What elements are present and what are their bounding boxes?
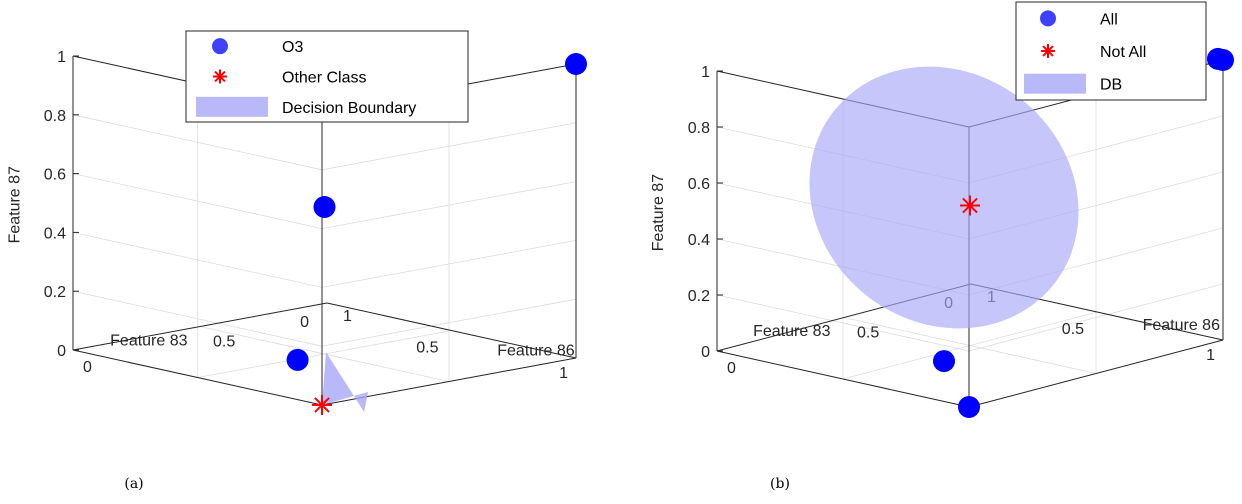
legend-marker-asterisk bbox=[213, 69, 227, 84]
y-tick-label: 0.5 bbox=[213, 334, 235, 351]
legend-marker-patch bbox=[196, 96, 268, 117]
back-right-floor-edge bbox=[968, 339, 1224, 408]
gridline-y bbox=[199, 326, 450, 382]
decision-boundary bbox=[809, 66, 1079, 329]
legend-marker-circle bbox=[1040, 10, 1056, 27]
data-point-asterisk bbox=[312, 395, 332, 415]
data-point bbox=[313, 196, 336, 218]
legend-marker-asterisk bbox=[1041, 44, 1055, 58]
legend-marker-circle bbox=[212, 38, 228, 55]
z-tick-label: 0.4 bbox=[688, 232, 710, 249]
x-tick-label: 1 bbox=[559, 365, 568, 382]
y-tick-label: 1 bbox=[343, 308, 352, 325]
data-point bbox=[933, 350, 955, 373]
legend-label: DB bbox=[1100, 77, 1122, 94]
legend-label: Decision Boundary bbox=[282, 100, 416, 117]
y-axis-front bbox=[326, 302, 577, 359]
data-point bbox=[286, 348, 309, 371]
z-tick-label: 0.6 bbox=[44, 167, 66, 184]
legend-label: Not All bbox=[1100, 44, 1146, 61]
x-tick-label: 0.5 bbox=[416, 340, 438, 357]
subfigure-caption: (b) bbox=[770, 476, 790, 492]
z-axis-label: Feature 87 bbox=[7, 166, 24, 243]
y-axis-label: Feature 83 bbox=[110, 332, 187, 349]
x-axis-label: Feature 86 bbox=[497, 342, 574, 359]
z-tick-label: 1 bbox=[701, 64, 710, 81]
subfigure-caption: (a) bbox=[124, 476, 143, 492]
x-axis-label: Feature 86 bbox=[1143, 317, 1220, 334]
data-point-asterisk bbox=[960, 195, 980, 216]
x-tick-label: 0.5 bbox=[1062, 321, 1084, 338]
legend: O3 Other Class Decision Boundary bbox=[185, 30, 469, 123]
y-axis-label: Feature 83 bbox=[753, 323, 830, 340]
data-point bbox=[1206, 47, 1229, 70]
z-tick-label: 0.6 bbox=[688, 176, 710, 193]
z-tick-label: 0 bbox=[701, 344, 710, 361]
decision-boundary bbox=[322, 352, 369, 412]
z-tick-label: 0.2 bbox=[44, 284, 66, 301]
data-point bbox=[565, 53, 587, 75]
back-left-floor-edge bbox=[716, 350, 970, 408]
legend-label: Other Class bbox=[282, 70, 366, 87]
z-tick-label: 1 bbox=[57, 49, 66, 66]
x-axis-front bbox=[72, 302, 328, 351]
legend: All Not All DB bbox=[1015, 1, 1207, 101]
z-tick-label: 0.8 bbox=[688, 120, 710, 137]
legend-label: O3 bbox=[282, 39, 303, 56]
z-tick-label: 0.4 bbox=[44, 225, 66, 242]
z-tick-label: 0.8 bbox=[44, 108, 66, 125]
subplot-a: 0 0.2 0.4 0.6 0.8 1 0 0.5 1 0 0.5 1 Feature 86 Featur… bbox=[7, 30, 587, 492]
legend-label: All bbox=[1100, 11, 1118, 28]
y-tick-label: 0 bbox=[727, 360, 736, 377]
z-axis-label: Feature 87 bbox=[650, 174, 667, 251]
gridline-y bbox=[843, 317, 1097, 374]
z-tick-label: 0 bbox=[57, 343, 66, 360]
z-tick-label: 0.2 bbox=[688, 288, 710, 305]
y-tick-label: 0 bbox=[83, 359, 92, 376]
back-left-floor-edge bbox=[72, 349, 323, 406]
y-tick-label: 0.5 bbox=[857, 325, 879, 342]
x-tick-label: 0 bbox=[300, 314, 309, 331]
x-tick-label: 1 bbox=[1206, 347, 1215, 364]
legend-marker-patch bbox=[1024, 73, 1086, 94]
data-point bbox=[958, 396, 980, 418]
